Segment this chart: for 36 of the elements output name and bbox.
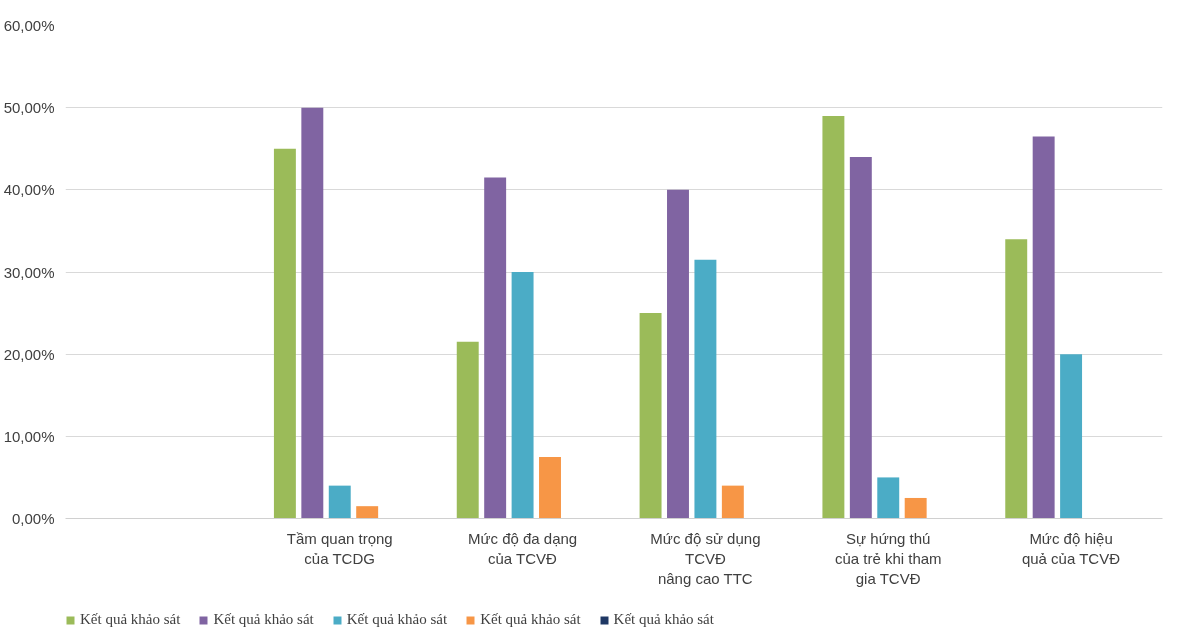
y-tick-label: 30,00% — [3, 263, 55, 281]
bar — [484, 177, 507, 519]
x-tick-label: Tầm quan trọng của TCDG — [286, 529, 393, 567]
legend-label: Kết quả khảo sát — [213, 611, 314, 628]
bar — [849, 156, 872, 519]
bar — [1005, 239, 1028, 519]
y-tick-label: 10,00% — [3, 427, 55, 445]
y-tick-label: 20,00% — [3, 345, 55, 363]
x-tick-label: Sự hứng thú của trẻ khi tham gia TCVĐ — [834, 529, 942, 588]
y-tick-label: 60,00% — [3, 17, 55, 34]
bar — [273, 148, 296, 519]
bar — [822, 115, 845, 519]
y-tick-label: 50,00% — [3, 99, 55, 117]
bar — [667, 189, 689, 519]
bar — [301, 107, 324, 519]
bar — [877, 477, 900, 519]
legend-label: Kết quả khảo sát — [613, 611, 714, 628]
bar — [904, 497, 927, 519]
x-tick-label: Mức độ đa dạng của TCVĐ — [467, 529, 578, 567]
y-tick-label: 40,00% — [3, 181, 55, 199]
legend-label: Kết quả khảo sát — [480, 611, 581, 628]
bar — [511, 272, 534, 519]
bar — [456, 341, 479, 519]
bar — [1060, 354, 1083, 519]
bar — [1032, 136, 1055, 519]
x-tick-label: Mức độ sử dụng TCVĐ nâng cao TTC — [650, 529, 761, 588]
bar — [356, 506, 379, 519]
x-tick-label: Mức độ hiệu quả của TCVĐ — [1021, 529, 1121, 567]
bar — [694, 259, 717, 519]
bar — [328, 485, 351, 519]
bar — [639, 313, 662, 519]
bar — [721, 485, 744, 519]
legend-label: Kết quả khảo sát — [80, 611, 181, 628]
legend-label: Kết quả khảo sát — [346, 611, 448, 628]
y-tick-label: 0,00% — [11, 510, 55, 527]
bar — [539, 456, 561, 519]
